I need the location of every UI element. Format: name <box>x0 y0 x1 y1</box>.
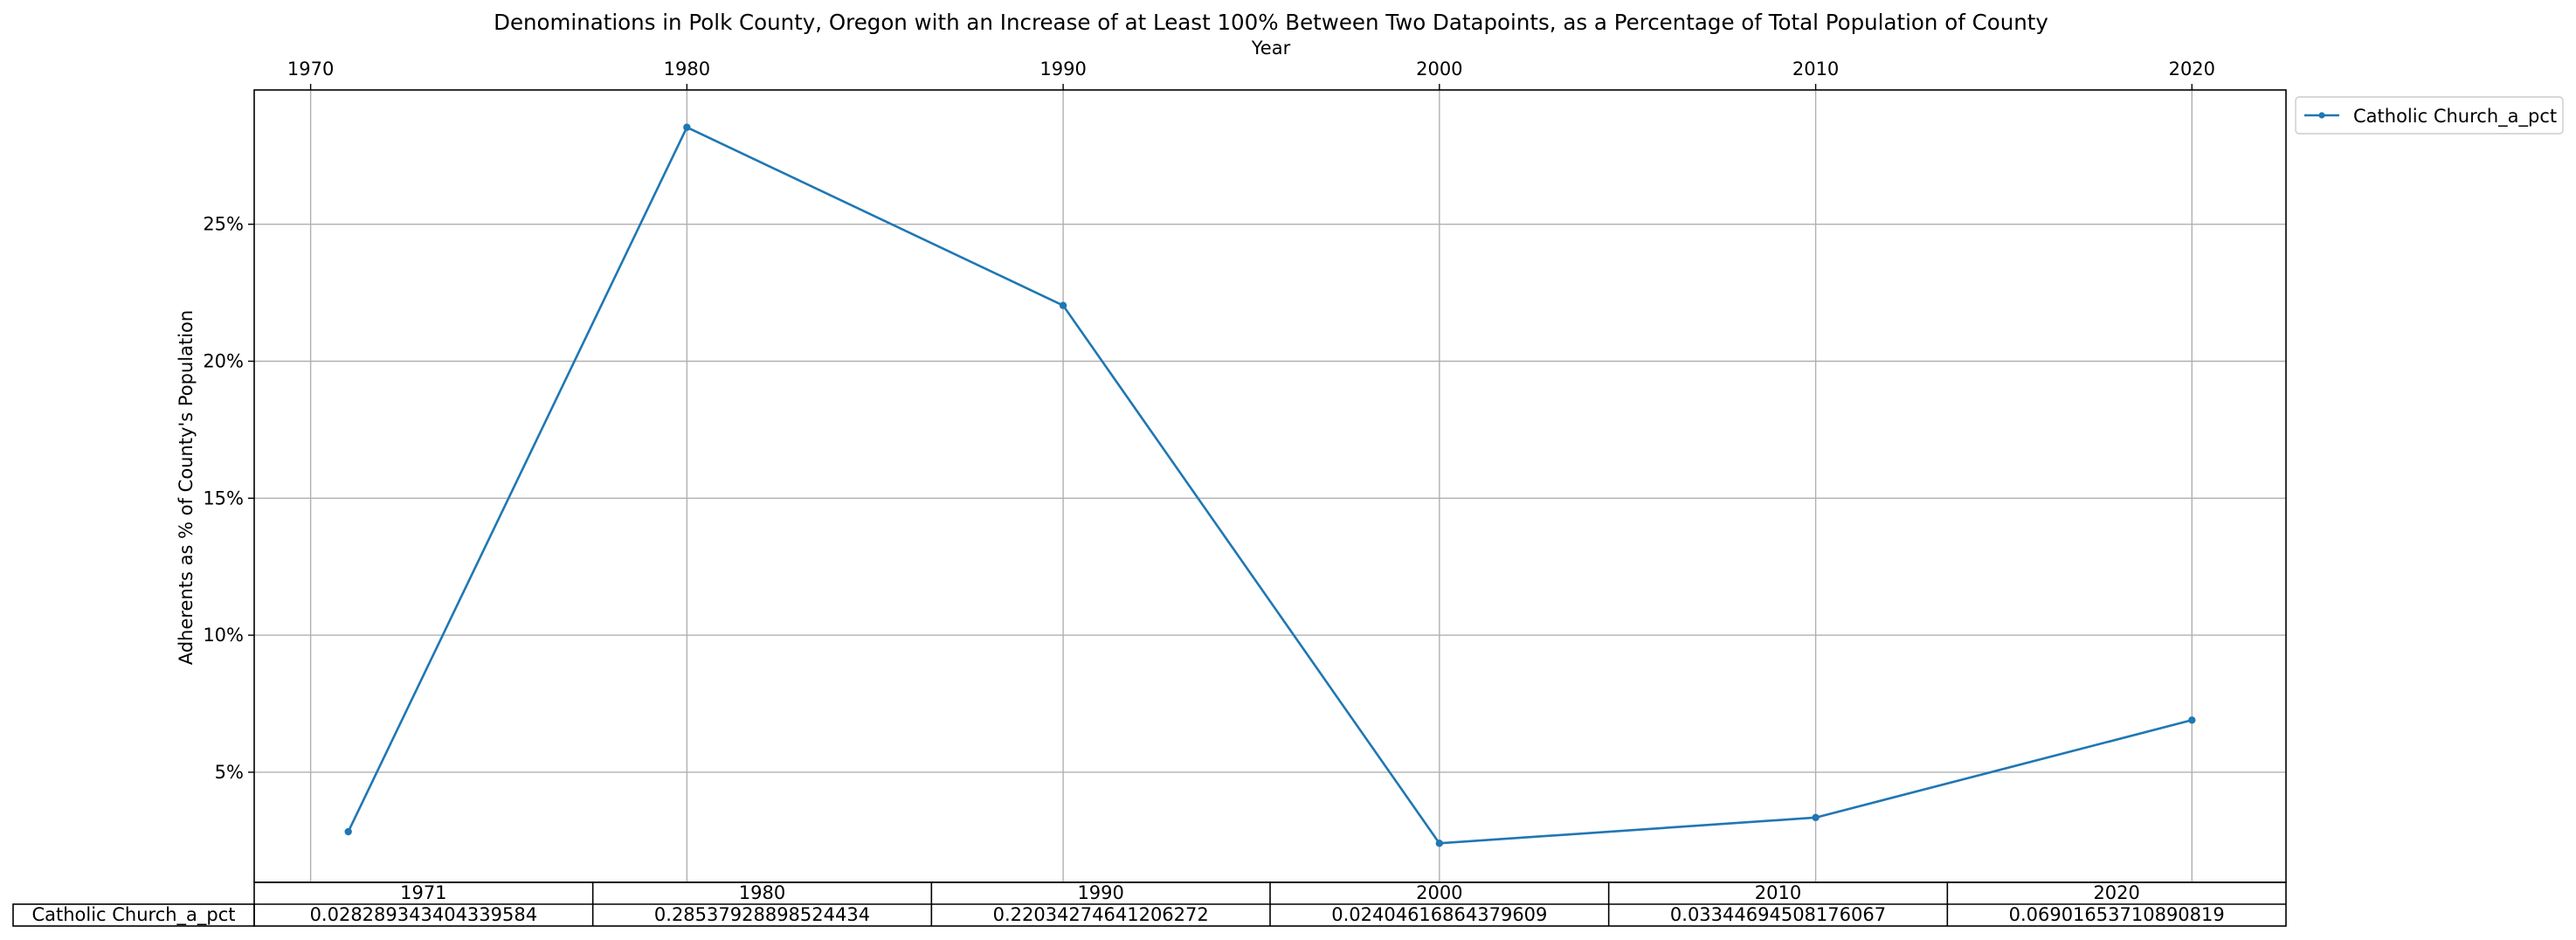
table-cell: 0.06901653710890819 <box>2009 904 2225 925</box>
table-column-header: 2000 <box>1416 882 1462 903</box>
y-tick-label: 10% <box>203 625 244 646</box>
x-tick-label: 2010 <box>1792 59 1839 79</box>
legend-label: Catholic Church_a_pct <box>2353 106 2557 128</box>
data-point <box>344 827 352 836</box>
table-cell: 0.03344694508176067 <box>1670 904 1886 925</box>
data-table: Catholic Church_a_pct 1971 1980 1990 2000 20… <box>12 881 2287 927</box>
data-point <box>2188 716 2196 724</box>
y-tick-label: 5% <box>215 762 244 783</box>
x-tick-label: 1970 <box>287 59 334 79</box>
table-column-header: 2010 <box>1755 882 1801 903</box>
legend-marker <box>2318 112 2325 119</box>
table-column-header: 2020 <box>2093 882 2139 903</box>
data-point <box>1435 840 1444 847</box>
x-axis-ticks: 1970 1980 1990 2000 2010 2020 <box>287 59 2215 90</box>
x-tick-label: 1980 <box>664 59 710 79</box>
table-cell: 0.22034274641206272 <box>993 904 1209 925</box>
y-tick-label: 20% <box>203 350 244 371</box>
grid <box>254 90 2286 882</box>
plot-frame <box>253 89 2287 883</box>
x-tick-label: 2020 <box>2169 59 2215 79</box>
series-line <box>347 126 2193 845</box>
x-tick-label: 2000 <box>1416 59 1462 79</box>
table-column-header: 1971 <box>400 882 446 903</box>
data-point <box>1059 301 1067 309</box>
chart-title: Denominations in Polk County, Oregon wit… <box>494 10 2048 35</box>
table-row-label: Catholic Church_a_pct <box>31 904 235 926</box>
y-axis-ticks: 5% 10% 15% 20% 25% <box>203 214 254 783</box>
table-cell: 0.028289343404339584 <box>310 904 538 925</box>
x-tick-label: 1990 <box>1039 59 1086 79</box>
table-cell: 0.28537928898524434 <box>654 904 870 925</box>
legend-box <box>2295 96 2564 135</box>
x-axis-label: Year <box>1251 38 1291 59</box>
table-column-header: 1980 <box>739 882 785 903</box>
y-tick-label: 15% <box>203 487 244 508</box>
data-point <box>1812 813 1820 822</box>
legend: Catholic Church_a_pct <box>2295 96 2564 135</box>
table-column-header: 1990 <box>1077 882 1123 903</box>
table-row-label-cell <box>12 903 255 927</box>
data-point <box>683 123 691 131</box>
y-tick-label: 25% <box>203 214 244 235</box>
table-cell: 0.02404616864379609 <box>1331 904 1547 925</box>
series-layer <box>344 123 2196 847</box>
y-axis-label: Adherents as % of County's Population <box>176 310 197 665</box>
